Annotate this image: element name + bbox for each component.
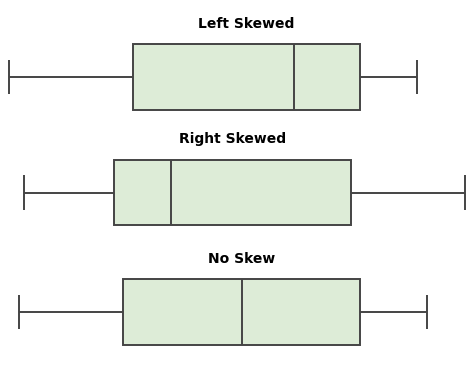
Bar	[133, 44, 360, 110]
Text: No Skew: No Skew	[208, 252, 275, 266]
Bar	[123, 279, 360, 345]
Text: Left Skewed: Left Skewed	[198, 17, 295, 31]
Bar	[114, 160, 351, 225]
Text: Right Skewed: Right Skewed	[179, 132, 286, 146]
